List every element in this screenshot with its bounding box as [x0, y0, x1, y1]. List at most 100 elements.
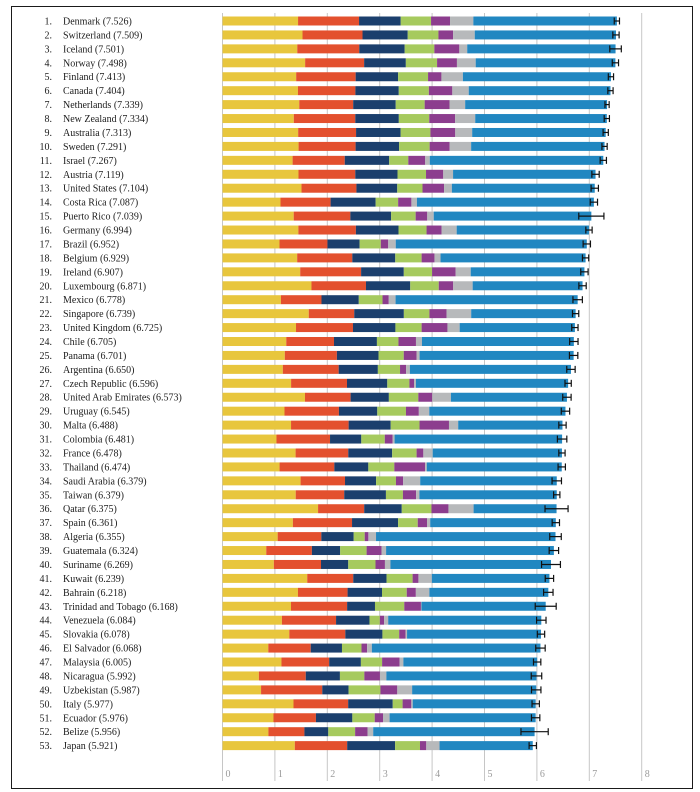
bar-segment-green [375, 197, 399, 207]
rank-label: 17. [40, 239, 53, 250]
bar-segment-lightblue [394, 434, 563, 444]
bar-segment-purple [418, 392, 433, 402]
bar-segment-yellow [222, 44, 298, 54]
bar-segment-navy [345, 476, 377, 486]
country-label: United Arab Emirates (6.573) [63, 393, 182, 404]
bar-segment-lightblue [451, 183, 595, 193]
bar-segment-green [377, 364, 401, 374]
bar-segment-orange [298, 127, 357, 137]
bar-segment-yellow [222, 155, 293, 165]
bar-segment-navy [355, 141, 400, 151]
bar-segment-yellow [222, 72, 297, 82]
rank-label: 46. [40, 644, 53, 655]
bar-segment-purple [405, 406, 419, 416]
bar-segment-yellow [222, 169, 299, 179]
bar-segment-gray [448, 504, 474, 514]
country-label: Kuwait (6.239) [63, 574, 124, 585]
bar-segment-gray [415, 587, 430, 597]
bar-segment-purple [403, 350, 417, 360]
bar-segment-purple [380, 685, 398, 695]
axis-tick-label: 6 [540, 769, 545, 780]
bar-segment-orange [286, 337, 335, 347]
bar-segment-navy [329, 657, 361, 667]
bar-segment-lightblue [439, 741, 533, 751]
bar-segment-orange [298, 141, 356, 151]
bar-segment-yellow [222, 587, 298, 597]
bar-segment-lightblue [371, 643, 541, 653]
rank-label: 31. [40, 435, 53, 446]
bar-segment-green [410, 281, 439, 291]
bar-segment-yellow [222, 281, 312, 291]
bar-segment-orange [295, 448, 349, 458]
bar-segment-lightblue [416, 197, 594, 207]
bar-segment-gray [448, 420, 459, 430]
bar-segment-orange [258, 671, 306, 681]
bar-segment-lightblue [471, 141, 605, 151]
bar-segment-orange [295, 490, 345, 500]
bar-segment-purple [366, 546, 382, 556]
bar-segment-green [382, 587, 407, 597]
bar-segment-yellow [222, 378, 292, 388]
bar-segment-orange [266, 546, 312, 556]
bar-segment-orange [293, 699, 349, 709]
bar-segment-navy [353, 100, 396, 110]
bar-segment-orange [302, 30, 363, 40]
bar-segment-gray [449, 141, 472, 151]
bar-segment-gray [416, 350, 420, 360]
country-label: Trinidad and Tobago (6.168) [63, 602, 178, 613]
bar-segment-lightblue [395, 295, 578, 305]
bar-segment-navy [359, 44, 405, 54]
bar-segment-orange [298, 16, 360, 26]
bar-segment-yellow [222, 114, 294, 124]
bar-segment-gray [379, 671, 387, 681]
bar-segment-yellow [222, 127, 299, 137]
bar-segment-green [398, 518, 418, 528]
bar-segment-navy [330, 434, 362, 444]
bar-segment-green [382, 629, 400, 639]
country-label: Chile (6.705) [63, 337, 116, 348]
bar-segment-gray [414, 378, 416, 388]
bar-segment-gray [411, 699, 413, 709]
bar-segment-gray [368, 532, 377, 542]
bar-segment-gray [427, 211, 434, 221]
bar-segment-green [404, 44, 435, 54]
bar-segment-orange [298, 169, 356, 179]
bar-segment-purple [417, 518, 428, 528]
bar-segment-lightblue [412, 699, 536, 709]
bar-segment-navy [321, 532, 354, 542]
bar-segment-orange [294, 741, 348, 751]
bar-segment-gray [384, 559, 391, 569]
country-label: Malaysia (6.005) [63, 658, 131, 669]
bar-segment-yellow [222, 211, 294, 221]
bar-segment-gray [455, 127, 473, 137]
bar-segment-green [376, 337, 399, 347]
bar-segment-yellow [222, 253, 298, 263]
bar-segment-green [398, 225, 427, 235]
rank-label: 41. [40, 574, 53, 585]
bar-segment-orange [291, 378, 348, 388]
bar-segment-green [395, 323, 422, 333]
rank-label: 8. [45, 114, 53, 125]
figure-frame [11, 6, 693, 789]
bar-segment-green [407, 30, 439, 40]
bar-segment-gray [459, 44, 468, 54]
rank-label: 4. [45, 58, 53, 69]
bar-segment-green [392, 699, 403, 709]
bar-segment-orange [261, 685, 323, 695]
bar-segment-yellow [222, 573, 308, 583]
rank-label: 20. [40, 281, 53, 292]
bar-segment-navy [352, 323, 396, 333]
bar-segment-purple [430, 127, 456, 137]
rank-label: 22. [40, 309, 53, 320]
bar-segment-green [374, 601, 405, 611]
bar-segment-gray [388, 239, 396, 249]
bar-segment-purple [361, 643, 368, 653]
bar-segment-orange [300, 267, 362, 277]
bar-segment-navy [348, 448, 393, 458]
bar-segment-green [386, 573, 413, 583]
rank-label: 49. [40, 685, 53, 696]
bar-segment-yellow [222, 225, 299, 235]
rank-label: 30. [40, 421, 53, 432]
bar-segment-navy [304, 727, 329, 737]
